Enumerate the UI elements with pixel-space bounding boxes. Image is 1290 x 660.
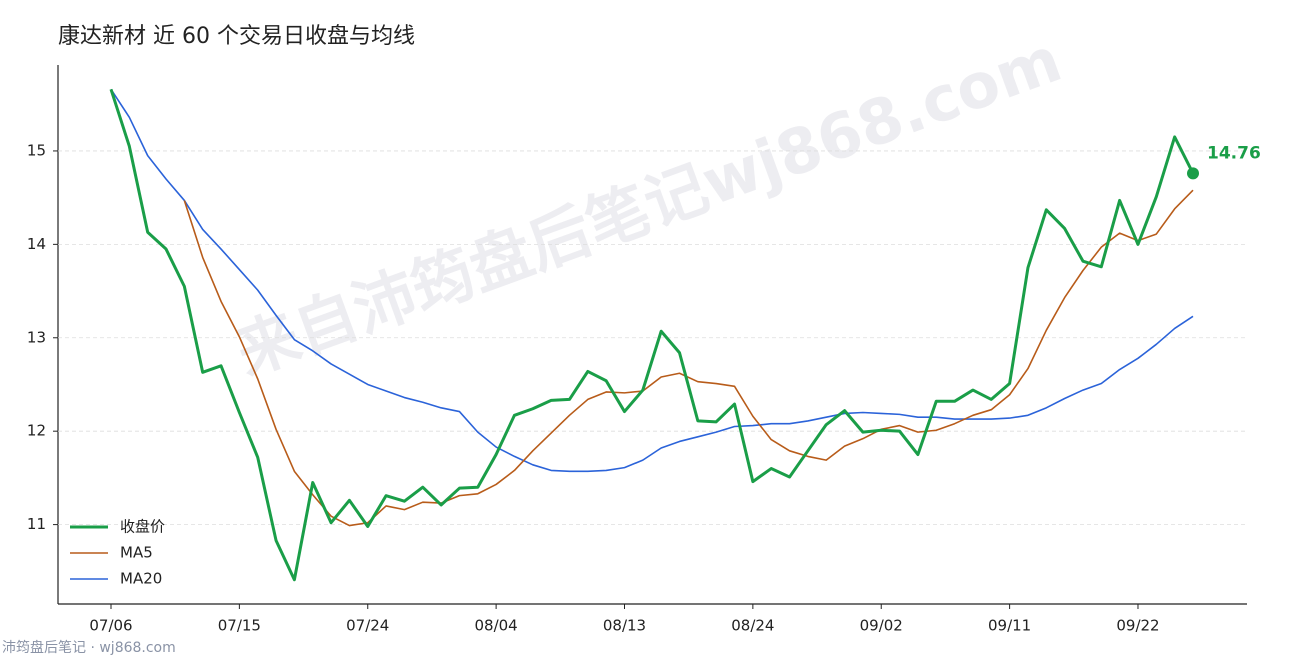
x-tick-label: 08/24 — [731, 617, 774, 635]
source-note: 沛筠盘后笔记 · wj868.com — [2, 639, 176, 656]
x-tick-label: 07/15 — [218, 617, 261, 635]
y-tick-label: 14 — [27, 235, 46, 253]
x-tick-label: 09/02 — [860, 617, 903, 635]
chart-title: 康达新材 近 60 个交易日收盘与均线 — [58, 24, 415, 49]
series-line — [110, 88, 1194, 473]
y-tick-label: 13 — [27, 328, 46, 346]
series-line — [109, 88, 1195, 582]
series-line — [183, 189, 1194, 527]
y-tick-label: 12 — [27, 422, 46, 440]
y-tick-label: 11 — [27, 515, 46, 533]
legend-label: MA5 — [120, 544, 153, 562]
x-tick-label: 07/06 — [89, 617, 132, 635]
watermark: 来自沛筠盘后笔记wj868.com — [227, 23, 1071, 390]
x-tick-label: 09/11 — [988, 617, 1031, 635]
x-tick-label: 08/13 — [603, 617, 646, 635]
last-point — [1187, 167, 1199, 180]
legend-label: 收盘价 — [120, 518, 165, 536]
last-value-label: 14.76 — [1207, 143, 1261, 163]
x-tick-label: 09/22 — [1116, 617, 1159, 635]
y-tick-label: 15 — [27, 141, 46, 159]
x-tick-label: 08/04 — [475, 617, 518, 635]
legend-label: MA20 — [120, 570, 162, 588]
x-tick-label: 07/24 — [346, 617, 389, 635]
